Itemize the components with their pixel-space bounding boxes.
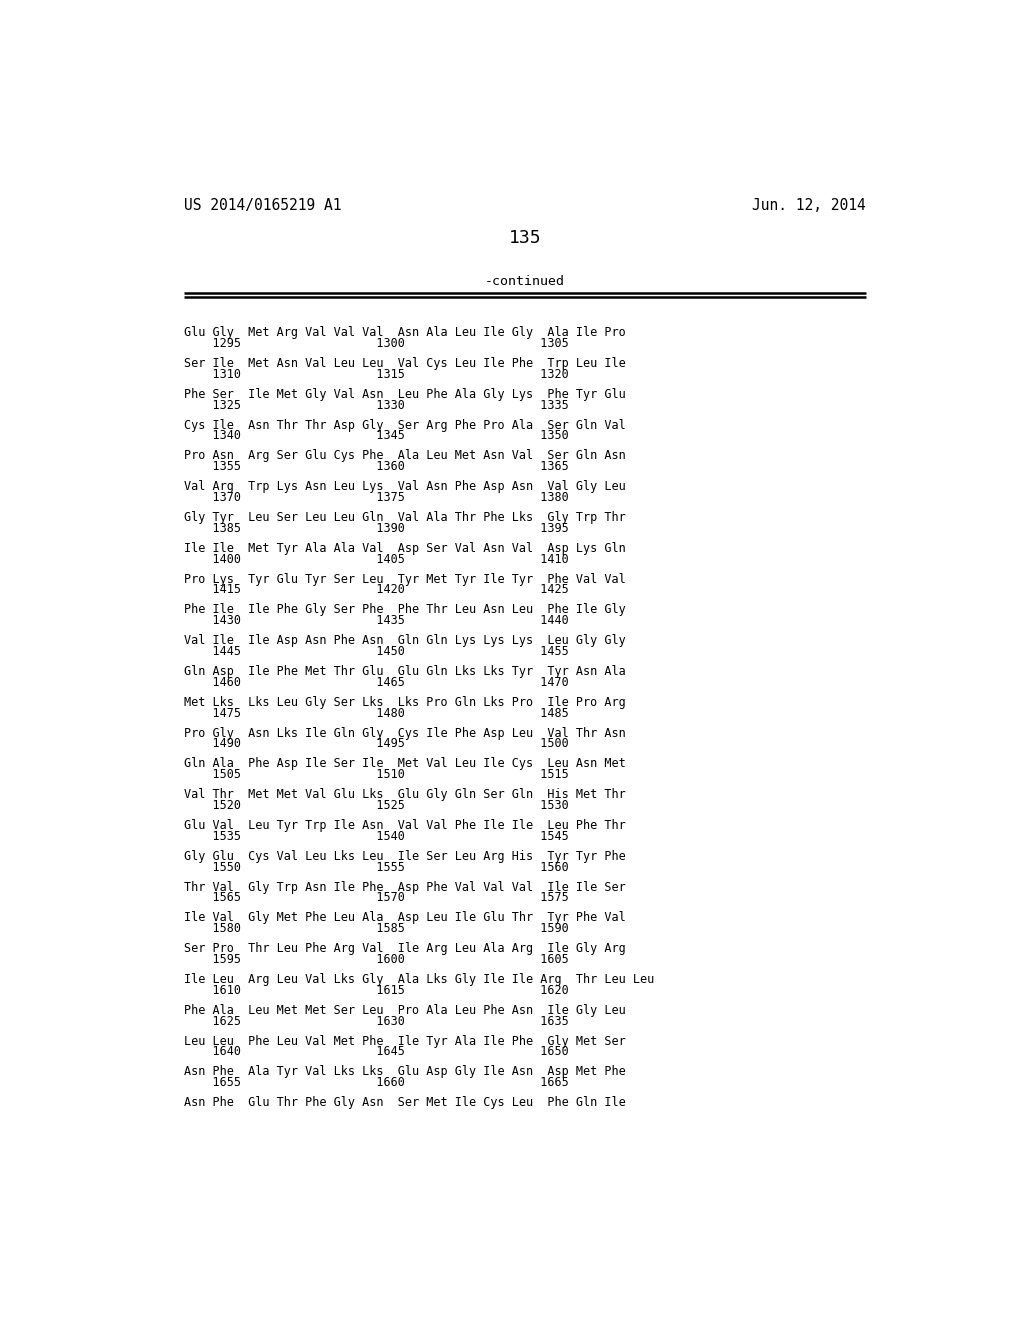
Text: Val Thr  Met Met Val Glu Lks  Glu Gly Gln Ser Gln  His Met Thr: Val Thr Met Met Val Glu Lks Glu Gly Gln …	[183, 788, 626, 801]
Text: 1325                   1330                   1335: 1325 1330 1335	[183, 399, 568, 412]
Text: Cys Ile  Asn Thr Thr Asp Gly  Ser Arg Phe Pro Ala  Ser Gln Val: Cys Ile Asn Thr Thr Asp Gly Ser Arg Phe …	[183, 418, 626, 432]
Text: 1610                   1615                   1620: 1610 1615 1620	[183, 983, 568, 997]
Text: 1475                   1480                   1485: 1475 1480 1485	[183, 706, 568, 719]
Text: 1490                   1495                   1500: 1490 1495 1500	[183, 738, 568, 751]
Text: 1595                   1600                   1605: 1595 1600 1605	[183, 953, 568, 966]
Text: Glu Val  Leu Tyr Trp Ile Asn  Val Val Phe Ile Ile  Leu Phe Thr: Glu Val Leu Tyr Trp Ile Asn Val Val Phe …	[183, 818, 626, 832]
Text: 1400                   1405                   1410: 1400 1405 1410	[183, 553, 568, 566]
Text: 1625                   1630                   1635: 1625 1630 1635	[183, 1015, 568, 1028]
Text: Phe Ser  Ile Met Gly Val Asn  Leu Phe Ala Gly Lys  Phe Tyr Glu: Phe Ser Ile Met Gly Val Asn Leu Phe Ala …	[183, 388, 626, 401]
Text: Glu Gly  Met Arg Val Val Val  Asn Ala Leu Ile Gly  Ala Ile Pro: Glu Gly Met Arg Val Val Val Asn Ala Leu …	[183, 326, 626, 339]
Text: Ile Val  Gly Met Phe Leu Ala  Asp Leu Ile Glu Thr  Tyr Phe Val: Ile Val Gly Met Phe Leu Ala Asp Leu Ile …	[183, 911, 626, 924]
Text: 1520                   1525                   1530: 1520 1525 1530	[183, 799, 568, 812]
Text: 1505                   1510                   1515: 1505 1510 1515	[183, 768, 568, 781]
Text: 1385                   1390                   1395: 1385 1390 1395	[183, 521, 568, 535]
Text: 1295                   1300                   1305: 1295 1300 1305	[183, 337, 568, 350]
Text: 1535                   1540                   1545: 1535 1540 1545	[183, 830, 568, 843]
Text: -continued: -continued	[484, 276, 565, 289]
Text: Pro Lys  Tyr Glu Tyr Ser Leu  Tyr Met Tyr Ile Tyr  Phe Val Val: Pro Lys Tyr Glu Tyr Ser Leu Tyr Met Tyr …	[183, 573, 626, 586]
Text: Ser Ile  Met Asn Val Leu Leu  Val Cys Leu Ile Phe  Trp Leu Ile: Ser Ile Met Asn Val Leu Leu Val Cys Leu …	[183, 358, 626, 370]
Text: Leu Leu  Phe Leu Val Met Phe  Ile Tyr Ala Ile Phe  Gly Met Ser: Leu Leu Phe Leu Val Met Phe Ile Tyr Ala …	[183, 1035, 626, 1048]
Text: 1310                   1315                   1320: 1310 1315 1320	[183, 368, 568, 381]
Text: Gly Tyr  Leu Ser Leu Leu Gln  Val Ala Thr Phe Lks  Gly Trp Thr: Gly Tyr Leu Ser Leu Leu Gln Val Ala Thr …	[183, 511, 626, 524]
Text: Ile Leu  Arg Leu Val Lks Gly  Ala Lks Gly Ile Ile Arg  Thr Leu Leu: Ile Leu Arg Leu Val Lks Gly Ala Lks Gly …	[183, 973, 654, 986]
Text: 1580                   1585                   1590: 1580 1585 1590	[183, 923, 568, 936]
Text: Jun. 12, 2014: Jun. 12, 2014	[752, 198, 866, 214]
Text: 1565                   1570                   1575: 1565 1570 1575	[183, 891, 568, 904]
Text: Met Lks  Lks Leu Gly Ser Lks  Lks Pro Gln Lks Pro  Ile Pro Arg: Met Lks Lks Leu Gly Ser Lks Lks Pro Gln …	[183, 696, 626, 709]
Text: 1430                   1435                   1440: 1430 1435 1440	[183, 614, 568, 627]
Text: Phe Ala  Leu Met Met Ser Leu  Pro Ala Leu Phe Asn  Ile Gly Leu: Phe Ala Leu Met Met Ser Leu Pro Ala Leu …	[183, 1003, 626, 1016]
Text: Gln Asp  Ile Phe Met Thr Glu  Glu Gln Lks Lks Tyr  Tyr Asn Ala: Gln Asp Ile Phe Met Thr Glu Glu Gln Lks …	[183, 665, 626, 678]
Text: 1415                   1420                   1425: 1415 1420 1425	[183, 583, 568, 597]
Text: Ser Pro  Thr Leu Phe Arg Val  Ile Arg Leu Ala Arg  Ile Gly Arg: Ser Pro Thr Leu Phe Arg Val Ile Arg Leu …	[183, 942, 626, 956]
Text: 1370                   1375                   1380: 1370 1375 1380	[183, 491, 568, 504]
Text: 135: 135	[509, 230, 541, 247]
Text: 1460                   1465                   1470: 1460 1465 1470	[183, 676, 568, 689]
Text: Gly Glu  Cys Val Leu Lks Leu  Ile Ser Leu Arg His  Tyr Tyr Phe: Gly Glu Cys Val Leu Lks Leu Ile Ser Leu …	[183, 850, 626, 863]
Text: 1550                   1555                   1560: 1550 1555 1560	[183, 861, 568, 874]
Text: Asn Phe  Glu Thr Phe Gly Asn  Ser Met Ile Cys Leu  Phe Gln Ile: Asn Phe Glu Thr Phe Gly Asn Ser Met Ile …	[183, 1096, 626, 1109]
Text: 1445                   1450                   1455: 1445 1450 1455	[183, 645, 568, 659]
Text: US 2014/0165219 A1: US 2014/0165219 A1	[183, 198, 341, 214]
Text: Pro Gly  Asn Lks Ile Gln Gly  Cys Ile Phe Asp Leu  Val Thr Asn: Pro Gly Asn Lks Ile Gln Gly Cys Ile Phe …	[183, 726, 626, 739]
Text: Val Arg  Trp Lys Asn Leu Lys  Val Asn Phe Asp Asn  Val Gly Leu: Val Arg Trp Lys Asn Leu Lys Val Asn Phe …	[183, 480, 626, 494]
Text: Thr Val  Gly Trp Asn Ile Phe  Asp Phe Val Val Val  Ile Ile Ser: Thr Val Gly Trp Asn Ile Phe Asp Phe Val …	[183, 880, 626, 894]
Text: Phe Ile  Ile Phe Gly Ser Phe  Phe Thr Leu Asn Leu  Phe Ile Gly: Phe Ile Ile Phe Gly Ser Phe Phe Thr Leu …	[183, 603, 626, 616]
Text: Pro Asn  Arg Ser Glu Cys Phe  Ala Leu Met Asn Val  Ser Gln Asn: Pro Asn Arg Ser Glu Cys Phe Ala Leu Met …	[183, 449, 626, 462]
Text: Val Ile  Ile Asp Asn Phe Asn  Gln Gln Lys Lys Lys  Leu Gly Gly: Val Ile Ile Asp Asn Phe Asn Gln Gln Lys …	[183, 635, 626, 647]
Text: 1655                   1660                   1665: 1655 1660 1665	[183, 1076, 568, 1089]
Text: 1355                   1360                   1365: 1355 1360 1365	[183, 461, 568, 474]
Text: Gln Ala  Phe Asp Ile Ser Ile  Met Val Leu Ile Cys  Leu Asn Met: Gln Ala Phe Asp Ile Ser Ile Met Val Leu …	[183, 758, 626, 771]
Text: Ile Ile  Met Tyr Ala Ala Val  Asp Ser Val Asn Val  Asp Lys Gln: Ile Ile Met Tyr Ala Ala Val Asp Ser Val …	[183, 543, 626, 554]
Text: 1340                   1345                   1350: 1340 1345 1350	[183, 429, 568, 442]
Text: Asn Phe  Ala Tyr Val Lks Lks  Glu Asp Gly Ile Asn  Asp Met Phe: Asn Phe Ala Tyr Val Lks Lks Glu Asp Gly …	[183, 1065, 626, 1078]
Text: 1640                   1645                   1650: 1640 1645 1650	[183, 1045, 568, 1059]
